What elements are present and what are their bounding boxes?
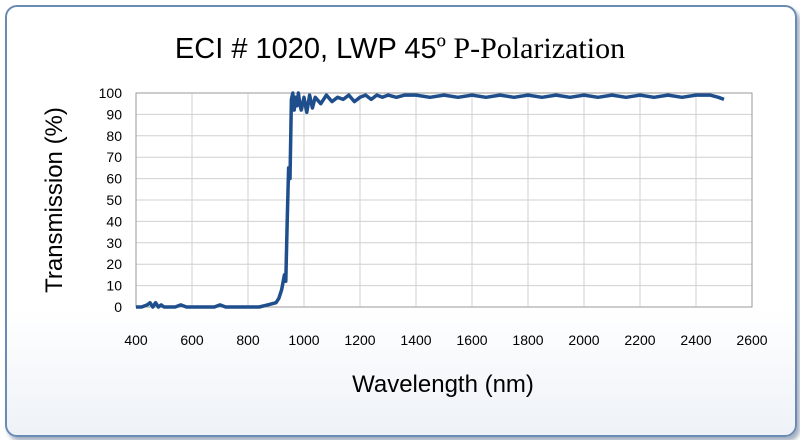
y-tick-label: 100: [99, 85, 123, 101]
x-tick-label: 1800: [512, 332, 543, 348]
x-tick-label: 400: [124, 332, 148, 348]
y-axis-label: Transmission (%): [41, 107, 68, 293]
x-tick-label: 800: [236, 332, 260, 348]
chart-title: ECI # 1020, LWP 45º P-Polarization: [175, 32, 625, 65]
x-tick-label: 2600: [736, 332, 767, 348]
x-tick-labels: 400 600 800 1000 1200 1400 1600 1800 2000 2200 240…: [124, 332, 767, 348]
x-tick-label: 2400: [680, 332, 711, 348]
y-tick-label: 90: [106, 106, 122, 122]
x-axis-label: Wavelength (nm): [352, 371, 534, 398]
y-tick-labels: 0 10 20 30 40 50 60 70 80 90 100: [99, 85, 123, 315]
y-tick-label: 40: [106, 213, 122, 229]
x-tick-label: 1200: [344, 332, 375, 348]
y-tick-label: 30: [106, 235, 122, 251]
x-tick-label: 1600: [456, 332, 487, 348]
plot-area: [135, 92, 753, 308]
x-tick-label: 1000: [288, 332, 319, 348]
transmission-line: [136, 91, 725, 309]
y-tick-label: 50: [106, 192, 122, 208]
y-tick-label: 0: [114, 299, 122, 315]
x-tick-label: 600: [180, 332, 204, 348]
x-tick-label: 1400: [400, 332, 431, 348]
y-tick-label: 10: [106, 278, 122, 294]
y-tick-label: 70: [106, 149, 122, 165]
y-tick-label: 60: [106, 171, 122, 187]
y-tick-label: 20: [106, 256, 122, 272]
y-tick-label: 80: [106, 128, 122, 144]
x-tick-label: 2200: [624, 332, 655, 348]
gridlines: [135, 92, 753, 308]
x-tick-label: 2000: [568, 332, 599, 348]
